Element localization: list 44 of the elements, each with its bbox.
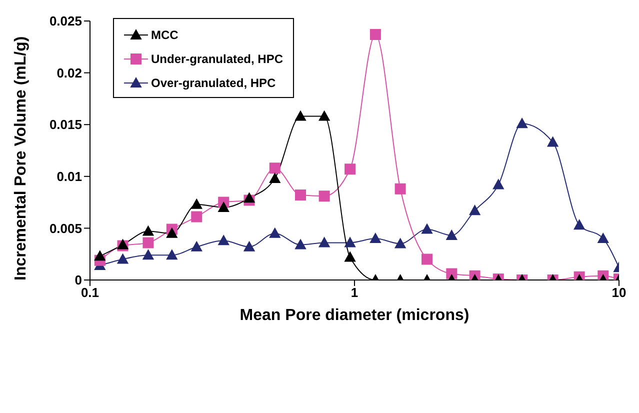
point bbox=[142, 226, 154, 236]
point bbox=[422, 224, 433, 234]
point bbox=[598, 233, 609, 244]
point bbox=[142, 250, 154, 260]
point bbox=[344, 252, 356, 262]
x-tick-label: 0.1 bbox=[80, 285, 100, 300]
point bbox=[446, 230, 458, 240]
y-tick-label: 0.01 bbox=[56, 169, 82, 184]
y-tick-label: 0.005 bbox=[49, 220, 82, 236]
point bbox=[547, 136, 558, 147]
y-tick-label: 0.025 bbox=[49, 14, 82, 29]
point bbox=[394, 183, 406, 194]
y-tick-label: 0 bbox=[74, 272, 82, 288]
x-axis-title: Mean Pore diameter (microns) bbox=[240, 307, 470, 324]
point bbox=[344, 237, 356, 248]
point bbox=[422, 254, 433, 265]
x-tick-label: 10 bbox=[612, 285, 626, 300]
point bbox=[269, 228, 280, 238]
legend-label: MCC bbox=[151, 28, 178, 42]
point bbox=[574, 220, 585, 230]
point bbox=[244, 192, 255, 203]
y-axis-title: Incremental Pore Volume (mL/g) bbox=[12, 36, 30, 280]
legend-label: Under-granulated, HPC bbox=[151, 52, 284, 66]
point bbox=[318, 237, 330, 248]
point bbox=[344, 164, 356, 175]
point bbox=[218, 235, 230, 246]
y-tick-label: 0.02 bbox=[56, 65, 82, 80]
point bbox=[142, 237, 154, 248]
point bbox=[295, 190, 306, 201]
point bbox=[269, 172, 280, 183]
point bbox=[218, 202, 230, 212]
point bbox=[117, 254, 128, 264]
point bbox=[394, 238, 406, 248]
y-tick-label: 0.015 bbox=[49, 117, 82, 132]
point bbox=[295, 239, 306, 250]
point bbox=[318, 110, 330, 121]
x-tick-label: 1 bbox=[350, 285, 358, 300]
point bbox=[244, 241, 255, 252]
point bbox=[269, 162, 280, 174]
point bbox=[370, 28, 381, 40]
point bbox=[370, 233, 381, 244]
point bbox=[318, 190, 330, 202]
point bbox=[295, 110, 306, 121]
legend-label: Over-granulated, HPC bbox=[151, 76, 276, 90]
